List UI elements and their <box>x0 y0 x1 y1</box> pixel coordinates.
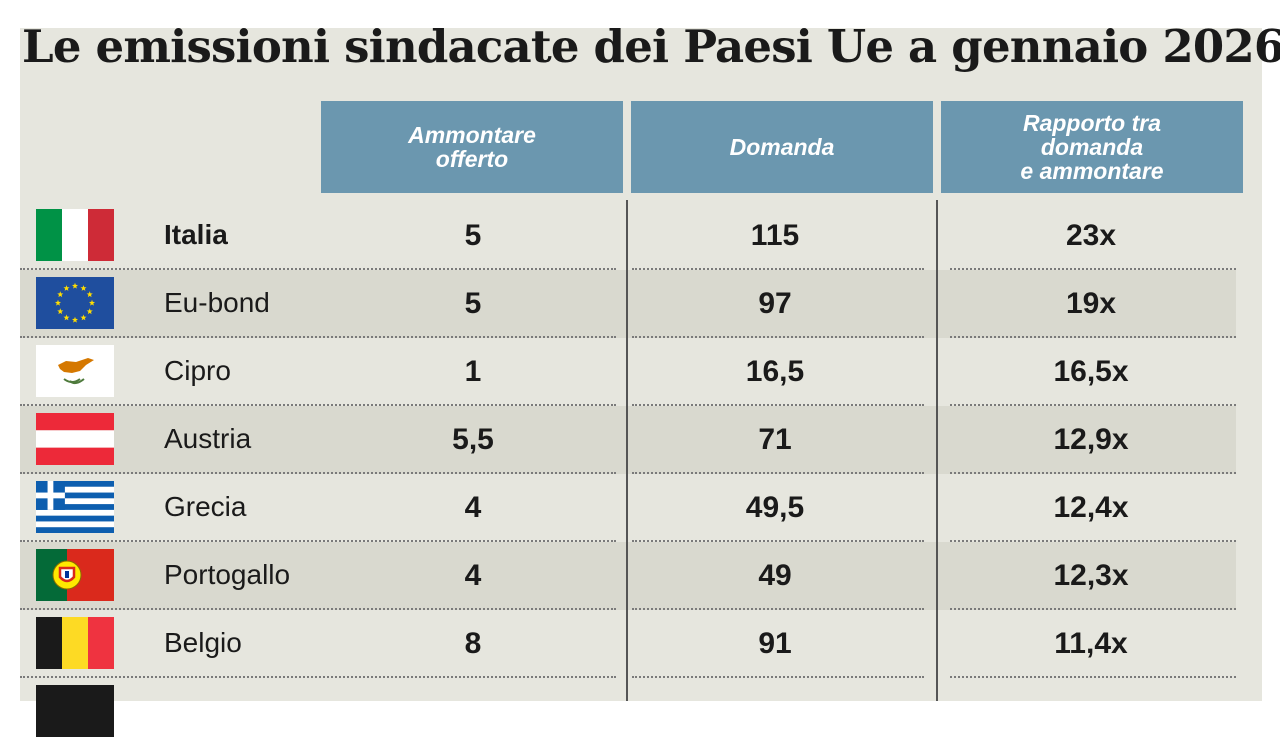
table-row: Portogallo 4 49 12,3x <box>20 542 1236 610</box>
row-separator <box>632 608 924 610</box>
value-domanda: 49 <box>758 559 792 592</box>
value-domanda: 16,5 <box>745 355 805 388</box>
row-separator <box>632 404 924 406</box>
header-line: Ammontare <box>408 122 536 148</box>
row-separator <box>20 336 616 338</box>
country-name: Cipro <box>164 355 231 386</box>
value-ammontare-offerto: 5 <box>464 219 482 252</box>
flag-icon <box>36 685 114 737</box>
country-name: Grecia <box>164 491 247 522</box>
country-name: Eu-bond <box>164 287 270 318</box>
header-line: Domanda <box>729 134 835 160</box>
row-separator <box>20 608 616 610</box>
eu-flag-icon <box>36 277 114 329</box>
header-domanda: Domanda <box>631 101 933 193</box>
header-line: Rapporto tra <box>1022 110 1161 136</box>
column-divider <box>626 200 628 701</box>
value-ammontare-offerto: 4 <box>464 491 482 524</box>
austria-flag-icon <box>36 413 114 465</box>
column-divider <box>936 200 938 701</box>
value-rapporto: 11,4x <box>1054 627 1128 660</box>
chart-title: Le emissioni sindacate dei Paesi Ue a ge… <box>22 20 1280 73</box>
row-separator <box>950 540 1236 542</box>
value-ammontare-offerto: 4 <box>464 559 482 592</box>
header-line: offerto <box>435 146 509 172</box>
value-domanda: 71 <box>758 423 792 456</box>
row-separator <box>950 268 1236 270</box>
portugal-flag-icon <box>36 549 114 601</box>
table-row: Eu-bond 5 97 19x <box>20 270 1236 338</box>
value-ammontare-offerto: 5,5 <box>452 423 494 456</box>
value-ammontare-offerto: 1 <box>464 355 482 388</box>
value-domanda: 115 <box>750 219 800 252</box>
greece-flag-icon <box>36 481 114 533</box>
row-separator <box>20 676 616 678</box>
italy-flag-icon <box>36 209 114 261</box>
row-separator <box>632 540 924 542</box>
belgium-flag-icon <box>36 617 114 669</box>
value-ammontare-offerto: 8 <box>464 627 482 660</box>
value-rapporto: 12,9x <box>1053 423 1129 456</box>
table-row: Grecia 4 49,5 12,4x <box>20 474 1236 542</box>
header-line: domanda <box>1040 134 1144 160</box>
country-name: Austria <box>164 423 252 454</box>
row-separator <box>950 404 1236 406</box>
value-rapporto: 16,5x <box>1053 355 1129 388</box>
row-separator <box>20 268 616 270</box>
header-ammontare-offerto: Ammontare offerto <box>321 101 623 193</box>
header-line: e ammontare <box>1020 158 1164 184</box>
row-separator <box>20 404 616 406</box>
row-separator <box>950 676 1236 678</box>
row-separator <box>950 608 1236 610</box>
value-rapporto: 12,4x <box>1053 491 1129 524</box>
table-row-cut-off <box>20 678 1236 746</box>
table-row: Cipro 1 16,5 16,5x <box>20 338 1236 406</box>
value-domanda: 97 <box>758 287 792 320</box>
table-row: Austria 5,5 71 12,9x <box>20 406 1236 474</box>
row-separator <box>632 336 924 338</box>
row-separator <box>632 676 924 678</box>
row-separator <box>632 472 924 474</box>
cyprus-flag-icon <box>36 345 114 397</box>
row-separator <box>632 268 924 270</box>
value-rapporto: 19x <box>1065 287 1117 320</box>
row-separator <box>950 472 1236 474</box>
country-name: Italia <box>164 219 228 250</box>
value-rapporto: 12,3x <box>1053 559 1129 592</box>
value-ammontare-offerto: 5 <box>464 287 482 320</box>
row-separator <box>20 540 616 542</box>
value-domanda: 49,5 <box>745 491 805 524</box>
table-row: Italia 5 115 23x <box>20 202 1236 270</box>
value-rapporto: 23x <box>1065 219 1117 252</box>
row-separator <box>20 472 616 474</box>
country-name: Belgio <box>164 627 242 658</box>
country-name: Portogallo <box>164 559 291 590</box>
table-row: Belgio 8 91 11,4x <box>20 610 1236 678</box>
header-rapporto: Rapporto tra domanda e ammontare <box>941 101 1243 193</box>
value-domanda: 91 <box>758 627 792 660</box>
row-separator <box>950 336 1236 338</box>
